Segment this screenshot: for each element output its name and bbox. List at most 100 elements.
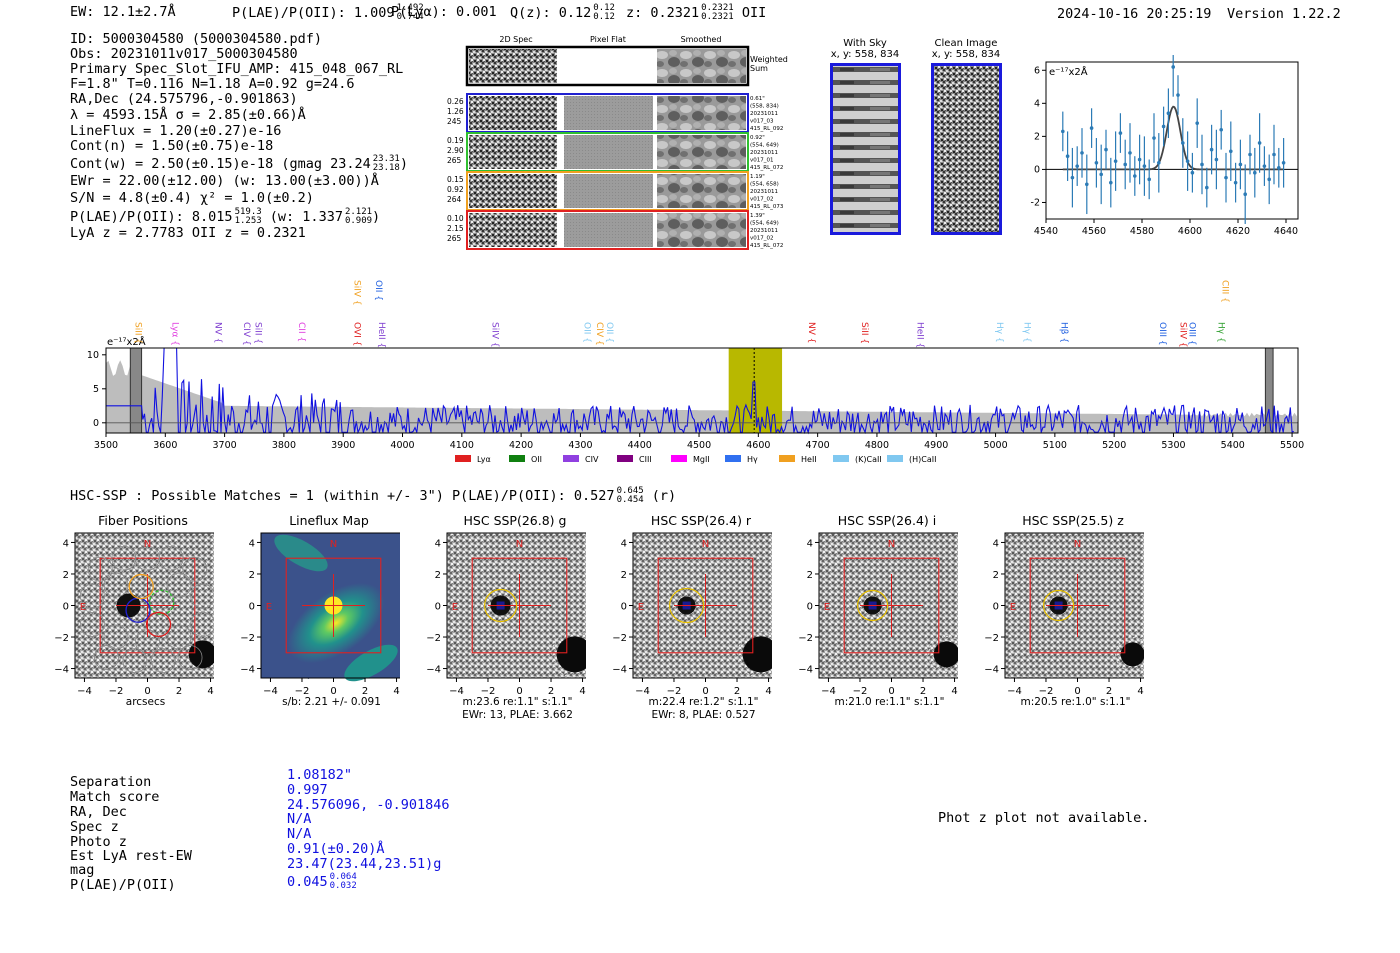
hsc-xtick-label: 0 [702,686,708,697]
hsc-xtick-label: 0 [888,686,894,697]
header-z-text: z: 0.2321 [626,5,700,21]
hsc-panel-caption: m:20.5 re:1.0" s:1.1" [1020,696,1131,708]
line-fit-point [1185,159,1190,163]
info-contw-text: Cont(w) = 2.50(±0.15)e-18 (gmag 23.24 [70,156,371,172]
cutout-row-meta: 415_RL_072 [750,165,783,171]
line-fit-point [1094,161,1099,165]
hsc-xtick-label: 4 [765,686,771,697]
line-fit-point [1133,174,1137,178]
hsc-aperture-box [285,557,382,654]
fiber-circle [182,556,208,582]
info-plae-w-lo: 0.909 [344,216,373,226]
spectrum-line-name: NV { [806,322,816,343]
spectrum-line-name: SiIV { [490,322,500,348]
hsc-ytick-label: 2 [621,570,627,581]
line-fit-chart: e⁻¹⁷x2Å 4540 4560 4580 4600 4620 4640 6 4 2 0 -2 [1031,55,1299,235]
spectrum-line-label: CII { [296,322,306,342]
line-fit-point [1123,162,1127,167]
line-fit-point [1205,185,1209,190]
hsc-neighbor-source [742,636,772,673]
cutout-row-meta: (554, 658) [750,182,779,188]
lineflux-blob [274,534,328,572]
match-value: N/A [287,811,312,827]
cutout-grid: 2D Spec Pixel Flat Smoothed Weighted Sum… [447,35,788,250]
match-value: 1.08182" [287,767,353,783]
spectrum-line-label: CIV { [594,322,604,346]
photz-note: Phot z plot not available. [938,810,1150,826]
cutout-row-meta: 415_RL_092 [750,126,783,132]
with-sky-image [830,63,901,235]
info-contn: Cont(n) = 1.50(±0.75)e-18 [70,138,274,154]
hsc-panel-title: HSC SSP(25.5) z [1022,513,1124,528]
spectrum-line-name: SiII { [133,322,143,344]
spectrum-xtick-label: 5100 [1043,440,1067,451]
spectrum-ytick-label: 0 [93,418,99,429]
clean-image-title: Clean Image [934,38,998,49]
legend-label: (K)CaII [855,455,882,464]
hsc-ytick-label: 2 [63,570,69,581]
cutout-row-stat: 0.26 [447,97,464,106]
line-fit-ytick-label: 6 [1034,65,1040,76]
header-z-lo: 0.2321 [701,12,734,22]
hsc-panel: N E 4 2 0 −2 −4 −4 −2 0 2 4 [426,532,586,697]
header-z: z: 0.2321 0.2321 0.2321 OII [626,4,766,22]
spectrum-line-label: NV { [213,322,223,343]
spectrum-line-label: OIII { [1157,322,1167,346]
cutout-2dspec [469,213,557,247]
hsc-ytick-label: 0 [249,602,255,613]
hsc-ytick-label: 2 [993,570,999,581]
line-fit-point [1262,164,1267,168]
hsc-xtick-label: −4 [1007,686,1022,697]
hsc-ytick-label: 0 [621,602,627,613]
hsc-north-label: N [1074,539,1081,550]
legend-swatch [617,455,633,462]
header-ew: EW: 12.1±2.7Å [70,4,176,20]
spectrum-xtick-label: 5300 [1161,440,1185,451]
line-fit-point [1248,152,1252,157]
line-fit-ytick-label: 2 [1034,131,1040,142]
cutout-row-meta: 20231011 [750,111,778,117]
legend-swatch [509,455,525,462]
cutout-smoothed [657,213,746,247]
fiber-circle [79,612,105,637]
hsc-ytick-label: 2 [435,570,441,581]
line-fit-point [1171,65,1175,69]
hsc-xtick-label: −4 [449,686,464,697]
match-label: mag [70,862,95,878]
match-label: RA, Dec [70,804,127,820]
spectrum-xtick-label: 4000 [390,440,414,451]
with-sky-title: With Sky [843,38,887,49]
cutout-pixelflat [564,174,653,208]
spectrum-line-label: HeII { [914,322,924,348]
match-plae-hi: 0.064 [329,872,357,882]
cutout-row-meta: 0.61" [750,96,765,102]
hsc-xtick-label: 4 [579,686,585,697]
info-lineflux: LineFlux = 1.20(±0.27)e-16 [70,123,282,139]
info-radec: RA,Dec (24.575796,-0.901863) [70,91,298,107]
line-fit-point [1214,157,1219,162]
cutout-row-stat: 265 [447,234,462,243]
spectrum-line-name: Hγ { [1216,322,1226,343]
hsc-panel-caption: arcsecs [125,696,166,708]
hsc-panel-title: HSC SSP(26.8) g [463,513,567,528]
spectrum-line-name: NV { [213,322,223,343]
hsc-ytick-label: 0 [63,602,69,613]
hsc-panel-caption: s/b: 2.21 +/- 0.091 [282,696,381,708]
match-label: Photo z [70,834,127,850]
line-fit-point [1257,141,1262,145]
spectrum-ytick-label: 5 [93,384,99,395]
header-z-line: OII [741,5,767,21]
spectrum-line-name: SiII { [252,322,262,344]
match-label: Est LyA rest-EW [70,848,192,864]
cutout-row-stat: 0.10 [447,214,464,223]
cutout-row-meta: v017_02 [750,197,774,203]
fiber-circle-selected [149,589,175,615]
spectrum-line-name: Hγ { [994,322,1004,343]
info-plae-w-end: ) [372,209,381,225]
weighted-sum-smoothed [657,49,746,83]
line-fit-frame [1045,61,1299,220]
hsc-match-ellipse [856,589,889,622]
hsc-title-text: HSC-SSP : Possible Matches = 1 (within +… [70,488,615,504]
line-fit-point [1200,162,1204,167]
hsc-title-lo: 0.454 [616,495,644,505]
